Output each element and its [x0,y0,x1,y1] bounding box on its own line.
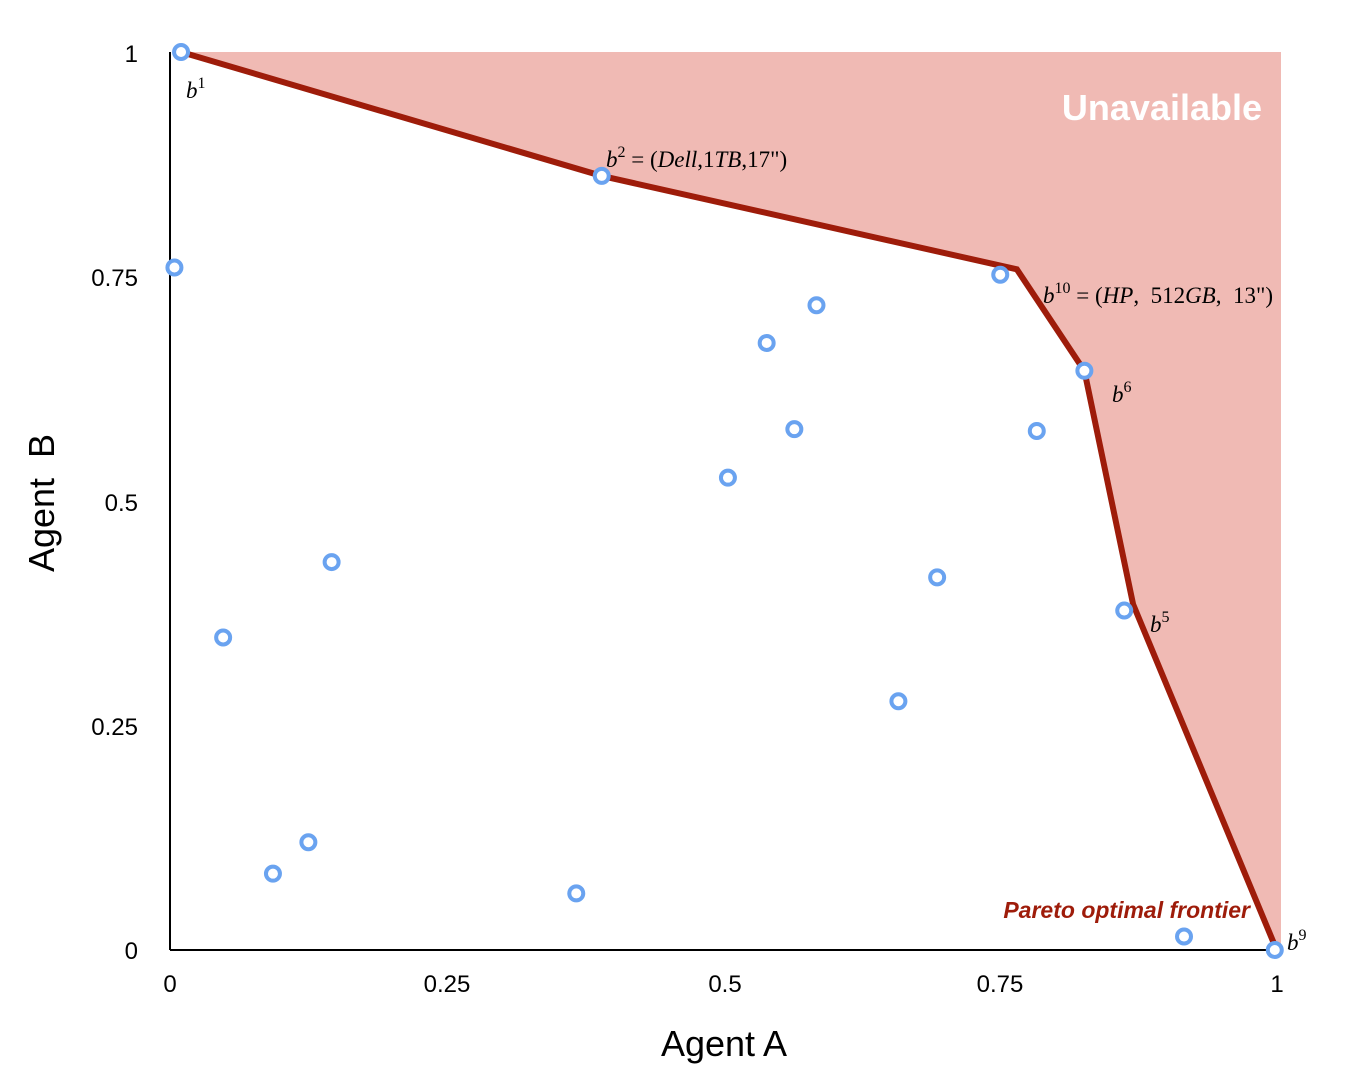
data-point-6 [1075,361,1094,380]
data-point-5 [757,333,776,352]
data-point-17 [567,884,586,903]
x-tick-label-3: 0.75 [977,971,1024,998]
label-b6: b6 [1112,379,1132,407]
data-point-7 [785,420,804,439]
x-tick-label-2: 0.5 [708,971,741,998]
x-tick-label-0: 0 [163,971,176,998]
data-point-8 [1027,421,1046,440]
data-point-3 [991,265,1010,284]
label-b10: b10 = (HP, 512GB, 13") [1043,280,1273,308]
data-point-4 [807,296,826,315]
data-point-15 [299,833,318,852]
x-axis-title: Agent A [661,1023,787,1064]
pareto-frontier-line [180,49,1278,947]
data-point-19 [1265,941,1284,959]
x-tick-label-1: 0.25 [424,971,471,998]
data-point-12 [1115,601,1134,620]
y-tick-label-1: 0.25 [91,714,138,741]
data-point-16 [263,864,282,883]
label-b2: b2 = (Dell,1TB,17") [606,144,787,172]
data-point-10 [322,553,341,572]
y-tick-label-2: 0.5 [105,490,138,517]
unavailable-label: Unavailable [1062,87,1262,128]
data-point-1 [592,166,611,185]
label-b9: b9 [1287,927,1307,955]
label-b1: b1 [186,75,206,103]
unavailable-region [181,52,1281,946]
data-point-2 [165,258,184,277]
data-point-9 [718,468,737,487]
data-point-0 [172,43,191,61]
pareto-frontier-label: Pareto optimal frontier [1003,897,1251,923]
data-point-11 [928,568,947,587]
data-point-13 [214,628,233,647]
scatter-points [165,43,1284,959]
x-tick-label-4: 1 [1270,971,1283,998]
y-tick-label-0: 0 [125,938,138,965]
data-point-14 [889,692,908,711]
y-tick-label-3: 0.75 [91,265,138,292]
y-tick-label-4: 1 [125,41,138,68]
data-point-18 [1175,927,1194,946]
label-b5: b5 [1150,609,1170,637]
y-axis-title: Agent B [21,434,62,572]
